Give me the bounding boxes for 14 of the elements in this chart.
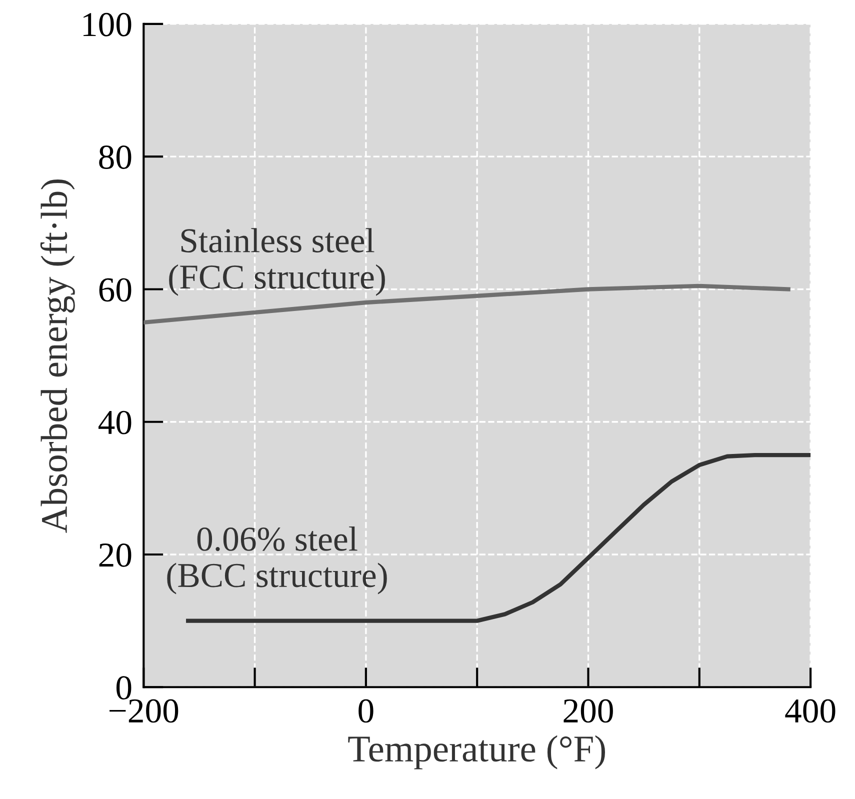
- y-tick-label: 40: [98, 410, 132, 434]
- y-tick-label: 80: [99, 146, 132, 169]
- y-tick-label: 100: [84, 12, 132, 36]
- x-axis-title: Temperature (°F): [348, 735, 606, 770]
- y-tick-label: 20: [99, 543, 132, 567]
- x-tick-label: −200: [110, 699, 178, 723]
- x-tick-label: 400: [785, 699, 836, 723]
- y-axis-title: Absorbed energy (ft·lb): [40, 179, 75, 533]
- y-tick-label: 0: [116, 676, 132, 700]
- series-label: Stainless steel (FCC structure): [169, 228, 385, 296]
- x-tick-label: 200: [564, 699, 613, 723]
- series-label: 0.06% steel (BCC structure): [167, 526, 387, 594]
- y-tick-label: 60: [99, 278, 132, 302]
- x-tick-label: 0: [358, 699, 374, 723]
